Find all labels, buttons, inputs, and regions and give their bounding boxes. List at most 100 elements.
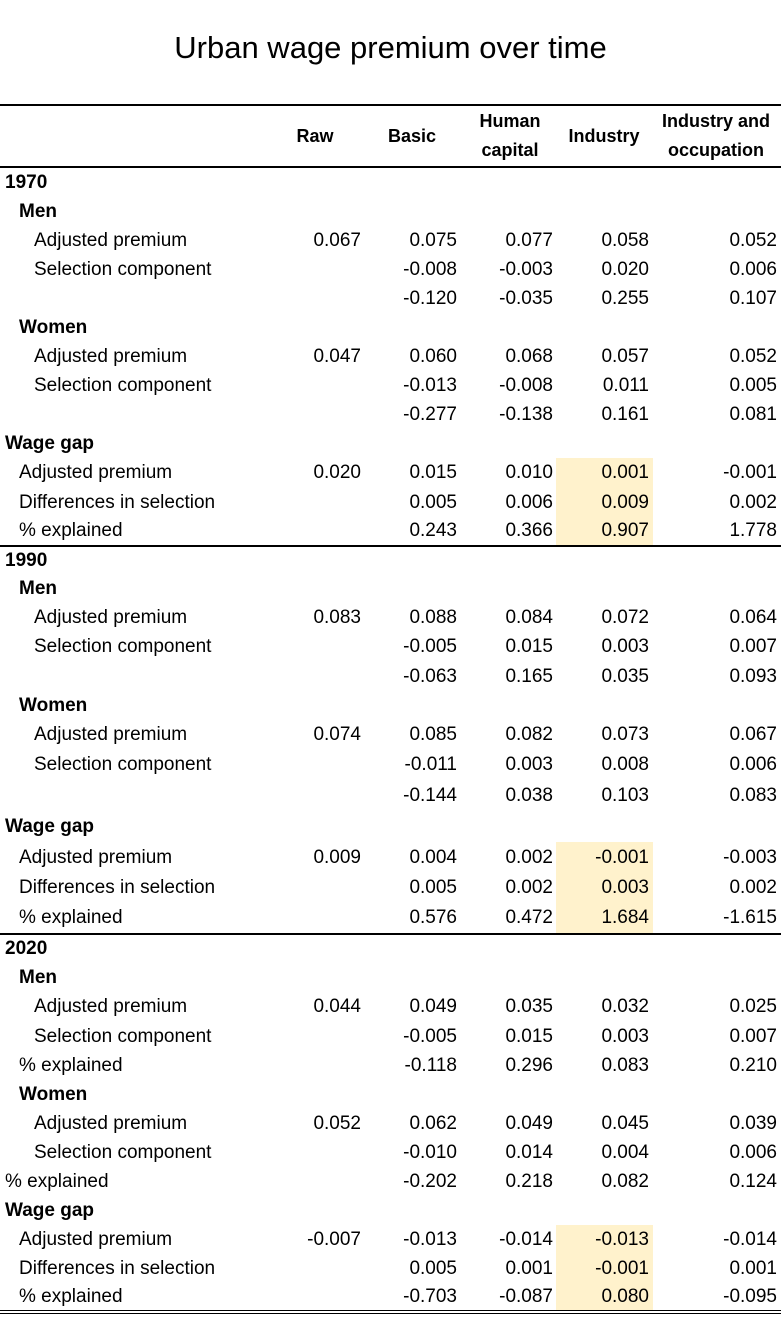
cell-industry-and-occupation: -0.095: [723, 1286, 777, 1307]
row-label: % explained: [19, 520, 123, 541]
cell-human-capital: 0.001: [505, 1258, 553, 1279]
cell-human-capital: -0.087: [499, 1286, 553, 1307]
cell-industry: 0.003: [601, 636, 649, 657]
table-row: Adjusted premium 0.083 0.088 0.084 0.072 0.06…: [0, 603, 781, 632]
row-label: Differences in selection: [19, 877, 216, 898]
table-row: % explained 0.243 0.366 0.907 1.778: [0, 517, 781, 545]
cell-industry: 0.058: [601, 230, 649, 251]
cell-industry: 0.161: [601, 404, 649, 425]
group-row-wage-gap: Wage gap: [0, 811, 781, 842]
table-row: Differences in selection 0.005 0.002 0.003 0…: [0, 873, 781, 903]
cell-industry: 0.009: [601, 492, 649, 513]
row-label: Differences in selection: [19, 1258, 216, 1279]
cell-human-capital: 0.082: [505, 724, 553, 745]
cell-industry-and-occupation: 0.107: [729, 288, 777, 309]
table-row: Adjusted premium 0.052 0.062 0.049 0.045 0.03…: [0, 1109, 781, 1138]
highlight-cell: [556, 488, 653, 517]
cell-industry: 0.080: [601, 1286, 649, 1307]
group-row-wage-gap: Wage gap: [0, 1196, 781, 1225]
cell-raw: 0.047: [313, 346, 361, 367]
cell-industry-and-occupation: 0.007: [729, 636, 777, 657]
chart-title: Urban wage premium over time: [174, 30, 607, 65]
cell-industry-and-occupation: 0.093: [729, 666, 777, 687]
row-label: Adjusted premium: [34, 996, 188, 1017]
cell-industry: 0.045: [601, 1113, 649, 1134]
table-row: -0.144 0.038 0.103 0.083: [0, 780, 781, 811]
cell-industry-and-occupation: 1.778: [729, 520, 777, 541]
row-label: Adjusted premium: [34, 1113, 188, 1134]
row-label: Wage gap: [5, 433, 95, 454]
cell-human-capital: 0.366: [505, 520, 553, 541]
cell-industry: 0.003: [601, 1026, 649, 1047]
cell-industry: 0.907: [601, 520, 649, 541]
group-row-women: Women: [0, 691, 781, 720]
cell-industry-and-occupation: 0.039: [729, 1113, 777, 1134]
year-row-2020: 2020: [0, 933, 781, 963]
cell-basic: 0.576: [409, 907, 457, 928]
row-label: Selection component: [34, 1026, 212, 1047]
cell-human-capital: -0.035: [499, 288, 553, 309]
row-label: 2020: [5, 938, 48, 959]
row-label: Wage gap: [5, 1200, 95, 1221]
cell-human-capital: 0.165: [505, 666, 553, 687]
table-row: -0.063 0.165 0.035 0.093: [0, 662, 781, 691]
row-label: Selection component: [34, 1142, 212, 1163]
data-table: Raw Basic Human capital Industry Industry and…: [0, 104, 781, 1314]
cell-basic: -0.118: [404, 1055, 457, 1076]
group-row-men: Men: [0, 574, 781, 603]
cell-human-capital: -0.014: [499, 1229, 553, 1250]
cell-basic: 0.049: [409, 996, 457, 1017]
table-header: Raw Basic Human capital Industry Industry and…: [0, 104, 781, 168]
cell-industry: 0.103: [601, 785, 649, 806]
column-header-text: Raw: [296, 125, 334, 146]
cell-industry: -0.001: [595, 1258, 649, 1279]
table-row: Adjusted premium 0.074 0.085 0.082 0.073 0.06…: [0, 720, 781, 749]
cell-industry-and-occupation: 0.006: [729, 1142, 777, 1163]
cell-industry-and-occupation: 0.002: [729, 877, 777, 898]
row-label: Adjusted premium: [34, 346, 188, 367]
row-label: Adjusted premium: [34, 724, 188, 745]
cell-human-capital: 0.077: [505, 230, 553, 251]
row-label: Men: [19, 967, 57, 988]
cell-industry-and-occupation: 0.052: [729, 346, 777, 367]
cell-human-capital: 0.002: [505, 847, 553, 868]
cell-industry-and-occupation: -1.615: [723, 907, 777, 928]
table-row: Adjusted premium 0.009 0.004 0.002 -0.001 -0.…: [0, 842, 781, 873]
cell-human-capital: -0.003: [499, 259, 553, 280]
cell-human-capital: 0.006: [505, 492, 553, 513]
cell-basic: -0.013: [403, 1229, 457, 1250]
cell-industry-and-occupation: 0.083: [729, 785, 777, 806]
cell-industry-and-occupation: 0.005: [729, 375, 777, 396]
cell-human-capital: 0.003: [505, 754, 553, 775]
column-header-human-capital: Human capital: [465, 106, 555, 166]
year-row-1970: 1970: [0, 168, 781, 197]
cell-raw: 0.074: [313, 724, 361, 745]
row-label: Adjusted premium: [19, 847, 173, 868]
cell-basic: 0.075: [409, 230, 457, 251]
table-row: Adjusted premium -0.007 -0.013 -0.014 -0.013…: [0, 1225, 781, 1254]
column-header-industry-and-occupation: Industry and occupation: [652, 106, 780, 166]
cell-human-capital: 0.035: [505, 996, 553, 1017]
row-label: 1970: [5, 172, 48, 193]
table-row: Adjusted premium 0.067 0.075 0.077 0.058 0.05…: [0, 226, 781, 255]
cell-industry-and-occupation: 0.025: [729, 996, 777, 1017]
cell-industry-and-occupation: 0.081: [729, 404, 777, 425]
cell-basic: 0.004: [409, 847, 457, 868]
row-label: Women: [19, 695, 88, 716]
row-label: Adjusted premium: [19, 1229, 173, 1250]
table-row: -0.277 -0.138 0.161 0.081: [0, 400, 781, 429]
cell-basic: 0.005: [409, 492, 457, 513]
row-label: Selection component: [34, 375, 212, 396]
table-row: -0.120 -0.035 0.255 0.107: [0, 284, 781, 313]
cell-industry: 0.001: [601, 462, 649, 483]
cell-human-capital: 0.015: [505, 1026, 553, 1047]
cell-industry-and-occupation: 0.124: [729, 1171, 777, 1192]
cell-industry-and-occupation: 0.006: [729, 754, 777, 775]
cell-raw: 0.067: [313, 230, 361, 251]
cell-industry: 0.011: [602, 375, 649, 396]
cell-industry: 0.032: [601, 996, 649, 1017]
cell-basic: -0.703: [403, 1286, 457, 1307]
cell-industry-and-occupation: 0.001: [729, 1258, 777, 1279]
highlight-cell: [556, 903, 653, 933]
cell-industry-and-occupation: 0.067: [729, 724, 777, 745]
